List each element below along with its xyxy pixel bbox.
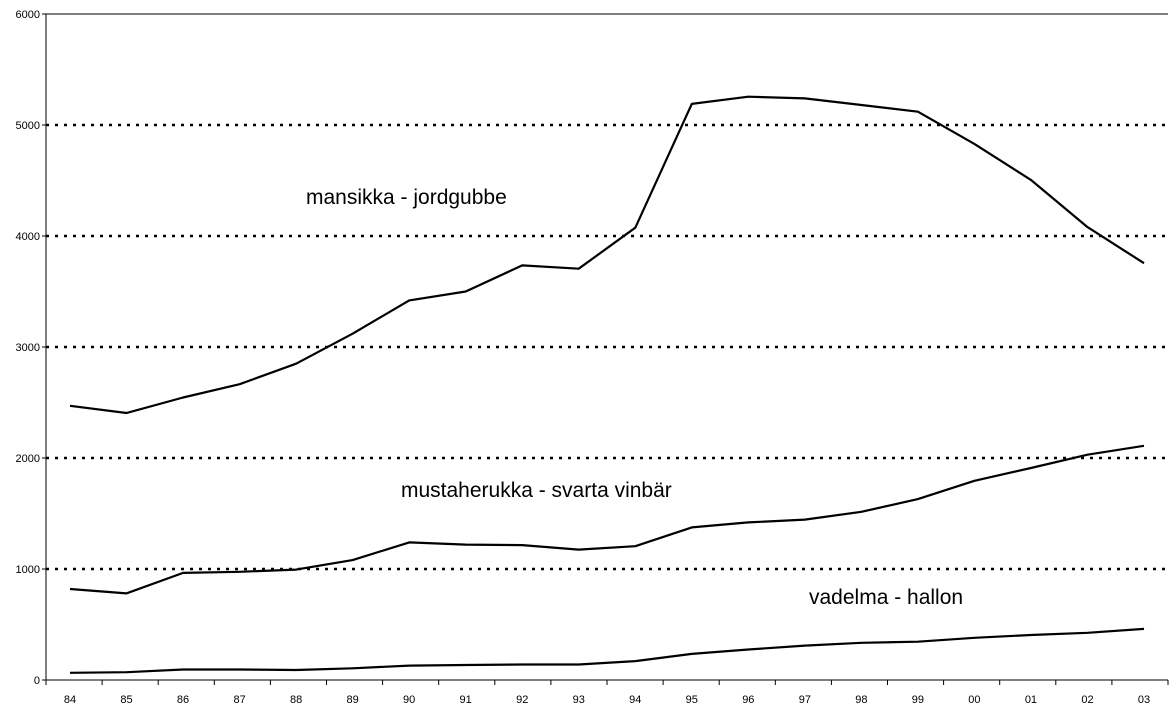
x-tick-label-98: 98 [855,694,867,706]
y-tick-label-0: 0 [34,675,40,687]
x-tick-label-88: 88 [290,694,302,706]
x-tick-label-92: 92 [516,694,528,706]
series-line-mansikka [69,95,1145,415]
x-tick-label-84: 84 [64,694,76,706]
y-tick-label-6000: 6000 [16,9,40,21]
y-tick-label-2000: 2000 [16,453,40,465]
series-label-vadelma: vadelma - hallon [809,586,963,609]
x-tick-label-01: 01 [1025,694,1037,706]
x-tick-label-85: 85 [120,694,132,706]
series-lines [69,95,1145,674]
x-ticks: 84 85 86 87 88 89 90 91 92 93 94 95 96 97 98 99 00 01 02 03 [45,680,1169,706]
x-tick-label-86: 86 [177,694,189,706]
x-tick-label-91: 91 [460,694,472,706]
x-tick-label-87: 87 [233,694,245,706]
x-tick-label-02: 02 [1081,694,1093,706]
series-labels: mansikka - jordgubbe mustaherukka - svar… [306,186,963,609]
x-tick-label-95: 95 [686,694,698,706]
x-tick-label-90: 90 [403,694,415,706]
series-label-mansikka: mansikka - jordgubbe [306,186,507,209]
x-tick-label-89: 89 [347,694,359,706]
x-tick-label-94: 94 [629,694,641,706]
x-tick-label-03: 03 [1138,694,1150,706]
x-tick-label-96: 96 [742,694,754,706]
series-line-vadelma [69,627,1145,674]
x-tick-label-97: 97 [799,694,811,706]
y-tick-label-4000: 4000 [16,231,40,243]
gridlines [46,123,1168,571]
x-tick-label-93: 93 [573,694,585,706]
y-tick-label-5000: 5000 [16,120,40,132]
series-label-mustaherukka: mustaherukka - svarta vinbär [401,479,672,502]
y-tick-label-1000: 1000 [16,564,40,576]
x-tick-label-00: 00 [968,694,980,706]
series-line-mustaherukka [69,444,1145,595]
x-tick-label-99: 99 [912,694,924,706]
y-ticks: 0 1000 2000 3000 4000 5000 6000 [16,9,46,687]
y-tick-label-3000: 3000 [16,342,40,354]
